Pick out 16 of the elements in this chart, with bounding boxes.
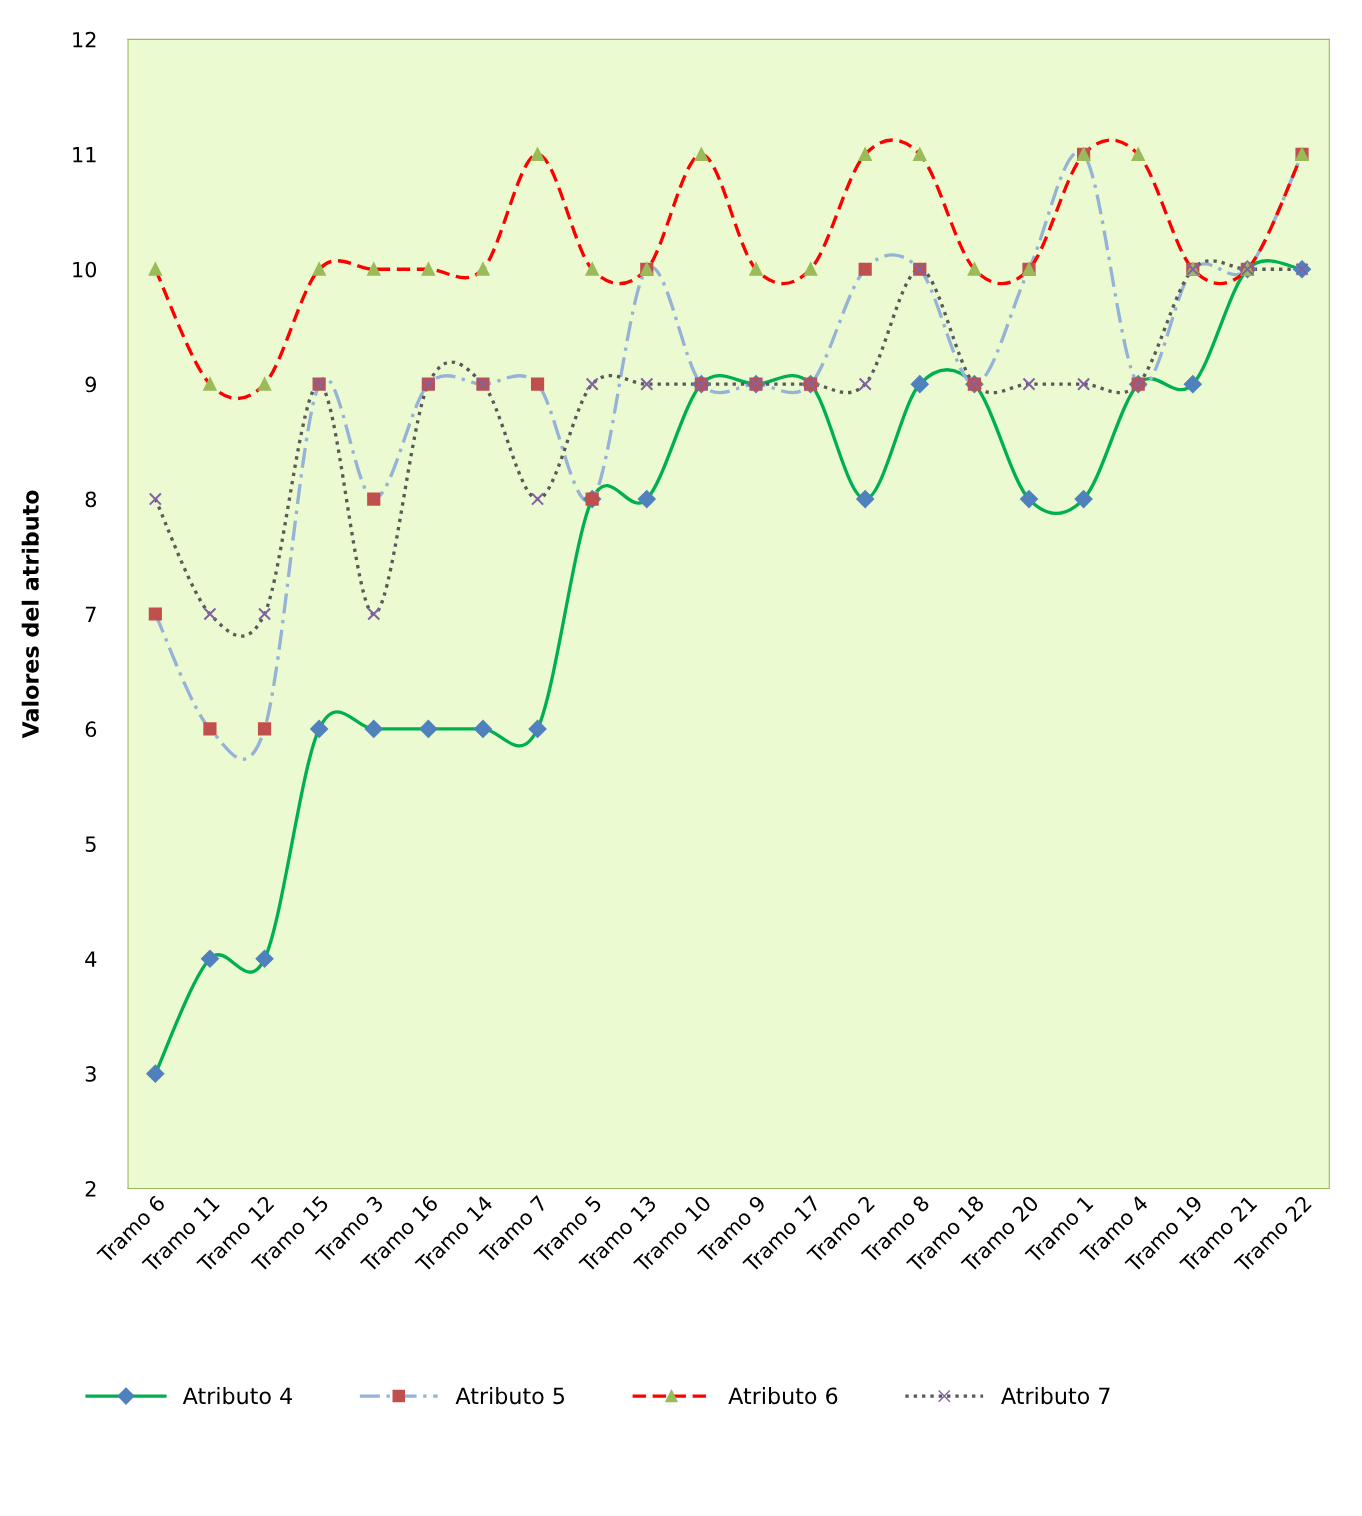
y-tick-label: 2 [85,1181,96,1197]
legend-label: Atributo 5 [455,1387,565,1405]
legend-label: Atributo 6 [728,1387,838,1405]
y-tick-label: 10 [73,261,97,278]
y-tick-label: 6 [85,721,97,738]
y-tick-label: 4 [85,951,97,967]
legend-label: Atributo 4 [182,1387,292,1405]
y-tick-label: 12 [73,31,96,48]
y-tick-label: 9 [85,376,97,393]
y-tick-label: 11 [73,147,96,163]
y-tick-label: 5 [85,836,96,853]
y-tick-label: 3 [85,1066,96,1082]
y-tick-label: 7 [85,606,96,622]
y-tick-label: 8 [85,491,97,508]
y-axis-title: Valores del atributo [21,490,39,739]
legend-label: Atributo 7 [1001,1387,1110,1405]
